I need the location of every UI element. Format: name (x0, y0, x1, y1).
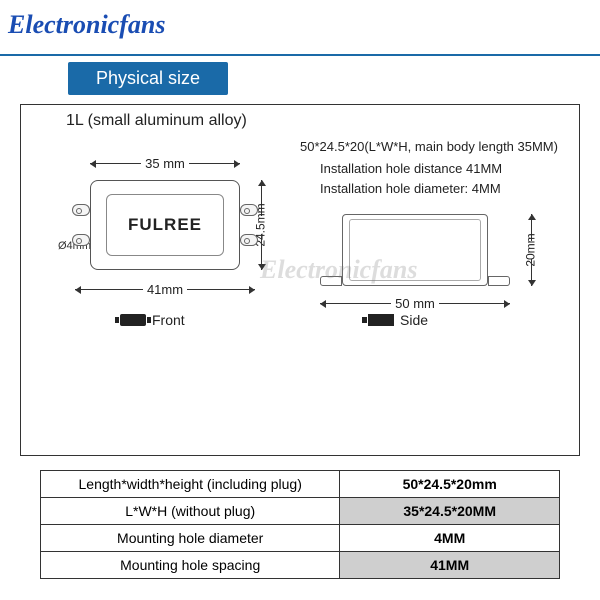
dim-side-width: 50 mm (320, 294, 510, 312)
side-view: 50*24.5*20(L*W*H, main body length 35MM)… (300, 140, 580, 350)
table-row: L*W*H (without plug)35*24.5*20MM (41, 498, 560, 525)
front-view: 35 mm 41mm 24.5mm Ø4mm FULREE Front (40, 140, 290, 350)
spec-value: 50*24.5*20mm (340, 471, 560, 498)
dim-side-height: 20mm (522, 214, 540, 286)
table-row: Mounting hole spacing41MM (41, 552, 560, 579)
spec-label: Length*width*height (including plug) (41, 471, 340, 498)
table-row: Length*width*height (including plug)50*2… (41, 471, 560, 498)
subtitle: 1L (small aluminum alloy) (66, 112, 247, 130)
side-icon (368, 314, 394, 326)
side-spec-line3: Installation hole diameter: 4MM (320, 180, 501, 198)
spec-value: 41MM (340, 552, 560, 579)
watermark-top: Electronicfans (8, 10, 165, 40)
brand-label: FULREE (106, 194, 224, 256)
dim-front-bottom: 41mm (75, 280, 255, 298)
spec-table: Length*width*height (including plug)50*2… (40, 470, 560, 579)
side-view-label: Side (368, 312, 428, 328)
side-spec-line2: Installation hole distance 41MM (320, 160, 502, 178)
front-view-label: Front (120, 312, 185, 328)
mounting-ear-right (240, 195, 262, 255)
front-icon (120, 314, 146, 326)
mounting-ear-left (68, 195, 90, 255)
spec-value: 35*24.5*20MM (340, 498, 560, 525)
dim-front-top: 35 mm (90, 154, 240, 172)
device-side-drawing (320, 214, 510, 286)
table-row: Mounting hole diameter4MM (41, 525, 560, 552)
side-spec-line1: 50*24.5*20(L*W*H, main body length 35MM) (300, 138, 558, 156)
spec-label: Mounting hole spacing (41, 552, 340, 579)
spec-label: Mounting hole diameter (41, 525, 340, 552)
device-front-drawing: FULREE (90, 180, 240, 270)
spec-value: 4MM (340, 525, 560, 552)
section-title: Physical size (68, 62, 228, 95)
header-rule (0, 54, 600, 56)
spec-label: L*W*H (without plug) (41, 498, 340, 525)
